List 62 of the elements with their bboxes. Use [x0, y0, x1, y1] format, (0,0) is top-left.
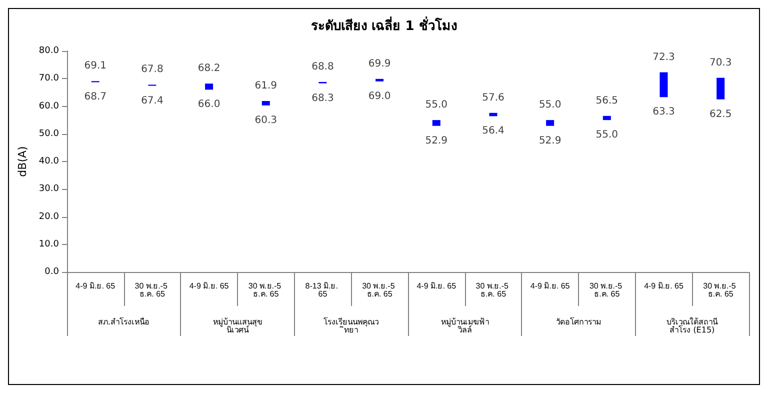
annotation: 63.3	[652, 106, 675, 118]
bar	[205, 84, 214, 90]
text: บริเวณใต้สถานีสำโรง (E15)	[666, 318, 719, 334]
x-tick-label: 30 พ.ย.-5 ธ.ค. 65	[703, 282, 738, 298]
x-tick-label: 4-9 มิ.ย. 65	[644, 282, 684, 290]
y-tick-label: 50.0	[38, 128, 60, 139]
y-tick-label: 20.0	[38, 212, 60, 222]
bar	[716, 78, 725, 100]
bar	[489, 112, 498, 116]
bar	[262, 101, 270, 106]
annotation: 68.7	[84, 92, 106, 103]
annotation: 56.5	[596, 95, 618, 106]
x-tick-label: 30 พ.ย.-5 ธ.ค. 65	[362, 282, 398, 298]
y-tick-label: 80.0	[38, 46, 60, 56]
annotation: 55.0	[596, 130, 618, 141]
annotation: 68.2	[198, 63, 220, 74]
x-tick-label: 4-9 มิ.ย. 65	[76, 282, 116, 290]
annotation: 60.3	[254, 114, 278, 126]
annotation: 52.9	[425, 135, 448, 146]
x-tick-label: 8-13 มิ.ย. 65	[305, 282, 340, 298]
annotation: 67.8	[141, 64, 164, 76]
annotation: 56.4	[482, 126, 504, 137]
annotation: 69.9	[368, 58, 391, 70]
chart-title: ระดับเสียง เฉลี่ย 1 ชั่วโมง	[311, 16, 457, 34]
annotation: 69.0	[368, 90, 391, 102]
x-tick-label: 30 พ.ย.-5 ธ.ค. 65	[248, 282, 284, 298]
annotation: 70.3	[709, 57, 732, 68]
annotation: 66.0	[198, 99, 220, 110]
annotation: 52.9	[538, 135, 562, 146]
text: หมู่บ้านแสนสุขนิเวศน์	[212, 318, 262, 334]
annotation: 55.0	[538, 100, 562, 111]
bar	[432, 120, 440, 126]
x-tick-label: 4-9 มิ.ย. 65	[189, 282, 230, 290]
annotation: 62.5	[709, 108, 732, 120]
y-tick-label: 60.0	[38, 101, 60, 112]
x-tick-label: 4-9 มิ.ย. 65	[416, 282, 457, 290]
text: หมู่บ้านเมฆฟ้าวิลล์	[440, 318, 489, 334]
x-tick-label: 30 พ.ย.-5 ธ.ค. 65	[589, 282, 624, 298]
y-tick-label: 70.0	[38, 74, 60, 84]
x-tick-label: 30 พ.ย.-5 ธ.ค. 65	[476, 282, 511, 298]
text: สภ.สำโรงเหนือ	[98, 316, 150, 326]
bar	[376, 78, 384, 82]
text: โรงเรียนนพคุณวิทยา	[324, 316, 379, 334]
y-tick-label: 0.0	[44, 267, 60, 277]
y-tick-label: 30.0	[38, 184, 60, 194]
annotation: 69.1	[84, 60, 106, 72]
bar	[602, 116, 611, 120]
text: วัดอโศการาม	[556, 316, 601, 326]
annotation: 67.4	[141, 95, 164, 106]
y-axis-title: dB(A)	[16, 146, 29, 177]
y-tick-label: 10.0	[38, 239, 60, 250]
bar	[546, 120, 554, 126]
y-tick-label: 40.0	[38, 156, 60, 166]
annotation: 72.3	[652, 52, 675, 63]
annotation: 68.3	[312, 92, 334, 104]
annotation: 61.9	[254, 80, 278, 92]
bar	[660, 72, 668, 98]
annotation: 57.6	[482, 92, 504, 104]
annotation: 68.8	[312, 61, 334, 72]
x-tick-label: 30 พ.ย.-5 ธ.ค. 65	[134, 282, 170, 298]
annotation: 55.0	[425, 100, 448, 111]
x-tick-label: 4-9 มิ.ย. 65	[530, 282, 570, 290]
